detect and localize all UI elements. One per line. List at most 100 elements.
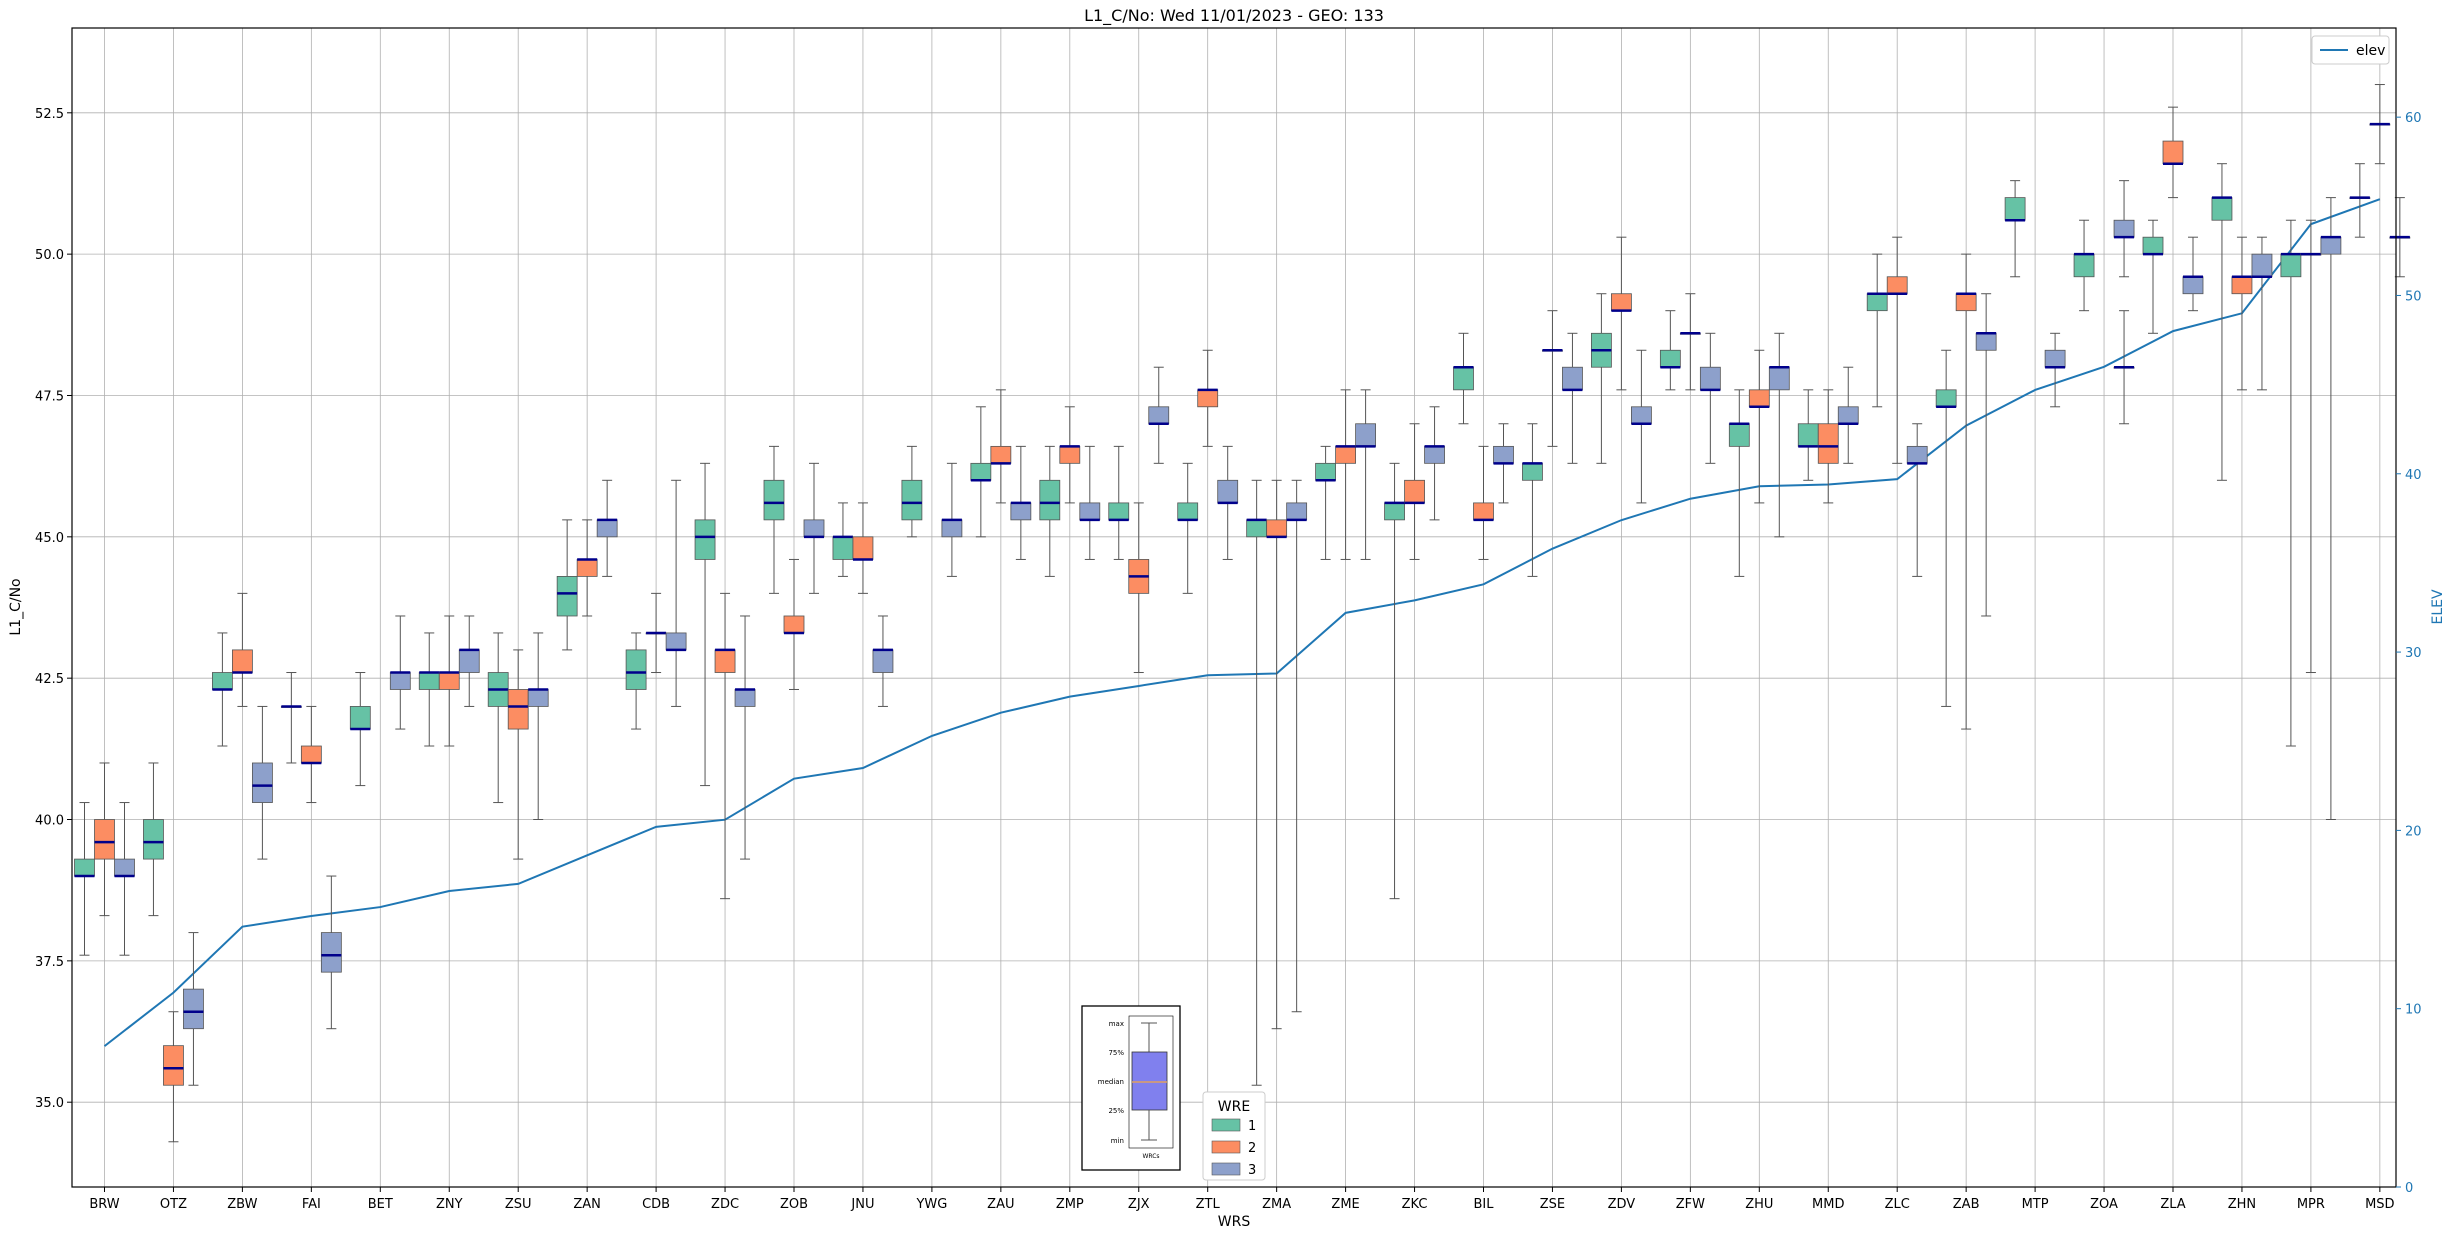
box-zme-wre2 [1335, 389, 1356, 560]
box-iqr [1177, 502, 1199, 521]
box-zob-wre1 [763, 445, 785, 594]
x-tick-label: BET [368, 1197, 393, 1212]
y-tick-label: 35.0 [35, 1096, 64, 1111]
x-tick-label: JNU [850, 1197, 874, 1212]
box-iqr [1148, 406, 1170, 425]
box-iqr [625, 649, 647, 690]
y2-tick-label: 40 [2405, 468, 2422, 483]
box-iqr [2004, 197, 2026, 221]
box-zdv-wre2 [1611, 236, 1632, 391]
box-iqr [1266, 519, 1288, 538]
box-brw-wre2 [94, 762, 115, 917]
box-zsu-wre1 [487, 632, 509, 804]
x-tick-label: ZHU [1745, 1197, 1773, 1212]
box-iqr [2251, 253, 2273, 278]
x-tick-label: ZLC [1885, 1197, 1910, 1212]
box-plots [74, 84, 2411, 1143]
box-iqr [1728, 423, 1750, 447]
wre-legend-label-2: 2 [1248, 1141, 1256, 1156]
box-iqr [1404, 479, 1425, 504]
box-zhn-wre2 [2231, 236, 2253, 391]
box-iqr [2044, 349, 2066, 368]
box-bet-wre1 [349, 672, 371, 787]
box-ywg-wre3 [941, 462, 963, 577]
y2-axis-ticks: 0 10 20 30 40 50 60 [2396, 111, 2422, 1196]
box-iqr [114, 858, 135, 877]
chart-title: L1_C/No: Wed 11/01/2023 - GEO: 133 [1084, 6, 1384, 26]
explainer-inner-axes [1128, 1015, 1174, 1149]
box-iqr [320, 932, 342, 973]
box-zjx-wre2 [1128, 502, 1150, 674]
box-fai-wre1 [280, 672, 302, 764]
box-iqr [1699, 366, 1721, 391]
y-tick-label: 40.0 [35, 814, 64, 829]
box-zma-wre2 [1266, 479, 1288, 1030]
box-bil-wre2 [1473, 445, 1494, 560]
x-tick-label: ZTL [1196, 1197, 1221, 1212]
box-bil-wre3 [1493, 423, 1514, 504]
box-zdc-wre1 [694, 462, 716, 787]
box-zab-wre3 [1975, 293, 1997, 617]
explainer-label-median: median [1098, 1078, 1124, 1086]
box-zny-wre2 [438, 615, 460, 747]
box-iqr [2211, 197, 2233, 221]
y-tick-label: 45.0 [35, 531, 64, 546]
box-iqr [1935, 389, 1957, 408]
box-iqr [300, 745, 322, 764]
y2-tick-label: 20 [2405, 824, 2422, 839]
y-tick-label: 37.5 [35, 955, 64, 970]
box-mpr-wre3 [2320, 197, 2342, 821]
box-bet-wre3 [389, 615, 411, 730]
box-iqr [2320, 236, 2342, 255]
box-zau-wre3 [1010, 445, 1032, 560]
box-zse-wre3 [1562, 332, 1583, 464]
box-zmp-wre3 [1079, 445, 1101, 560]
box-zob-wre3 [803, 462, 825, 594]
box-fai-wre2 [300, 705, 322, 804]
x-tick-label: ZFW [1676, 1197, 1705, 1212]
box-zma-wre3 [1286, 479, 1308, 1013]
box-iqr [1797, 423, 1819, 447]
box-iqr [2162, 140, 2184, 165]
x-tick-label: ZME [1331, 1197, 1359, 1212]
y2-tick-label: 10 [2405, 1003, 2422, 1018]
box-zau-wre1 [970, 406, 992, 538]
x-axis-ticks: BRW OTZ ZBW FAI BET ZNY ZSU ZAN CDB ZDC ZOB JNU YWG Z… [89, 1187, 2395, 1212]
elev-legend-frame [2311, 35, 2390, 65]
box-iqr [694, 519, 716, 560]
box-iqr [1631, 406, 1652, 425]
box-zdv-wre3 [1631, 349, 1652, 504]
box-iqr [183, 988, 204, 1030]
box-ztl-wre3 [1217, 445, 1239, 560]
box-iqr [1079, 502, 1101, 521]
box-zkc-wre2 [1404, 423, 1425, 560]
box-zhu-wre1 [1728, 389, 1750, 577]
box-zoa-wre3 [2113, 180, 2135, 278]
box-iqr [665, 632, 687, 651]
box-iqr [1866, 293, 1888, 312]
box-iqr [1562, 366, 1583, 391]
elev-legend: elev [2311, 35, 2390, 65]
box-cdb-wre3 [665, 479, 687, 707]
wre-legend: WRE 1 2 3 [1202, 1091, 1266, 1181]
box-cdb-wre1 [625, 632, 647, 730]
box-zfw-wre3 [1699, 332, 1721, 464]
box-iqr [1493, 445, 1514, 464]
elev-line [103, 198, 2381, 1047]
box-iqr [2182, 276, 2204, 295]
box-iqr [714, 649, 736, 673]
plot-frame [71, 27, 2397, 1188]
box-iqr [1473, 502, 1494, 521]
x-tick-label: MSD [2365, 1197, 2394, 1212]
box-iqr [143, 819, 164, 860]
box-mmd-wre2 [1817, 389, 1839, 504]
box-zmp-wre2 [1059, 406, 1081, 504]
box-zhn-wre3 [2251, 236, 2273, 391]
x-tick-label: ZKC [1402, 1197, 1428, 1212]
wre-legend-label-3: 3 [1248, 1163, 1256, 1178]
box-iqr [783, 615, 805, 634]
x-tick-label: ZLA [2160, 1197, 2185, 1212]
box-zdv-wre1 [1591, 293, 1612, 464]
box-iqr [458, 649, 480, 673]
box-iqr [211, 672, 233, 690]
